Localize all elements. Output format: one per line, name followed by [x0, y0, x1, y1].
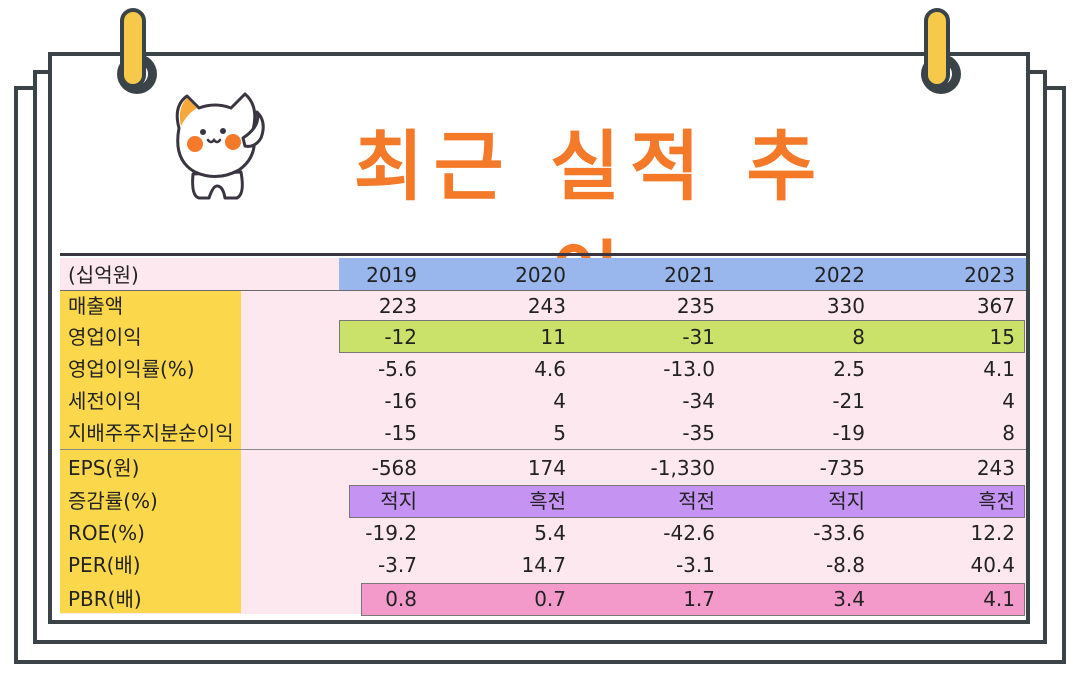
- table-cell: 4.1: [983, 357, 1015, 381]
- table-cell: 적전: [678, 489, 715, 513]
- table-cell: 367: [976, 294, 1015, 318]
- table-cell: 14.7: [521, 553, 566, 577]
- table-cell: -19: [832, 421, 865, 445]
- table-cell: 흑전: [978, 489, 1015, 513]
- table-cell: -735: [819, 456, 865, 480]
- table-cell: 흑전: [529, 489, 566, 513]
- table-cell: -13.0: [663, 357, 715, 381]
- table-cell: 2.5: [833, 357, 865, 381]
- table-cell: -34: [682, 389, 715, 413]
- table-cell: -3.7: [377, 553, 417, 577]
- section-divider: [60, 449, 1026, 450]
- table-cell: -19.2: [365, 521, 417, 545]
- row-label-operating-margin: 영업이익률(%): [68, 357, 195, 381]
- table-cell: 174: [527, 456, 566, 480]
- table-cell: -15: [384, 421, 417, 445]
- table-cell: 4.6: [534, 357, 566, 381]
- year-header: 2022: [814, 263, 865, 287]
- unit-label: (십억원): [68, 263, 139, 287]
- table-cell: 11: [540, 325, 566, 349]
- row-label-roe: ROE(%): [68, 521, 145, 545]
- row-label-growth-rate: 증감률(%): [68, 489, 158, 513]
- year-header: 2019: [366, 263, 417, 287]
- table-cell: -1,330: [650, 456, 715, 480]
- table-cell: -42.6: [663, 521, 715, 545]
- cat-mascot-icon: [175, 92, 265, 200]
- table-cell: -5.6: [377, 357, 417, 381]
- table-cell: 3.4: [833, 587, 865, 611]
- operating-profit-row-highlight: [339, 320, 1025, 353]
- table-cell: 243: [527, 294, 566, 318]
- table-cell: 15: [989, 325, 1015, 349]
- table-cell: 1.7: [683, 587, 715, 611]
- table-top-rule: [60, 253, 1026, 256]
- table-cell: -35: [682, 421, 715, 445]
- table-cell: 4.1: [983, 587, 1015, 611]
- table-cell: 235: [676, 294, 715, 318]
- table-cell: -3.1: [675, 553, 715, 577]
- row-label-per: PER(배): [68, 553, 141, 577]
- growth-rate-row-highlight: [349, 485, 1025, 518]
- table-cell: 4: [553, 389, 566, 413]
- row-label-net-income: 지배주주지분순이익: [68, 421, 234, 445]
- row-label-operating-profit: 영업이익: [68, 325, 142, 349]
- table-cell: 적지: [380, 489, 417, 513]
- binder-ring-left-icon: [117, 0, 158, 100]
- table-cell: 5: [553, 421, 566, 445]
- table-cell: -31: [682, 325, 715, 349]
- label-column-highlight: [60, 290, 241, 613]
- table-cell: 0.7: [534, 587, 566, 611]
- table-cell: 0.8: [385, 587, 417, 611]
- table-cell: -8.8: [825, 553, 865, 577]
- table-cell: 8: [852, 325, 865, 349]
- row-label-revenue: 매출액: [68, 294, 124, 318]
- table-cell: -16: [384, 389, 417, 413]
- table-cell: 5.4: [534, 521, 566, 545]
- row-label-eps: EPS(원): [68, 456, 140, 480]
- table-cell: -568: [371, 456, 417, 480]
- table-cell: -21: [832, 389, 865, 413]
- header-divider: [60, 290, 1026, 291]
- performance-table: (십억원) 2019 2020 2021 2022 2023 매출액 223 2…: [60, 253, 1026, 616]
- year-header: 2023: [964, 263, 1015, 287]
- table-cell: 적지: [828, 489, 865, 513]
- binder-ring-right-icon: [921, 0, 962, 100]
- table-cell: 4: [1002, 389, 1015, 413]
- pbr-row-highlight: [361, 583, 1025, 616]
- table-cell: 330: [826, 294, 865, 318]
- table-cell: 223: [378, 294, 417, 318]
- year-header-band: [339, 258, 1026, 290]
- table-cell: 12.2: [970, 521, 1015, 545]
- year-header: 2020: [515, 263, 566, 287]
- table-cell: 243: [976, 456, 1015, 480]
- table-cell: 8: [1002, 421, 1015, 445]
- table-cell: -12: [384, 325, 417, 349]
- row-label-pretax-income: 세전이익: [68, 389, 142, 413]
- table-cell: 40.4: [970, 553, 1015, 577]
- row-label-pbr: PBR(배): [68, 587, 142, 611]
- year-header: 2021: [664, 263, 715, 287]
- table-cell: -33.6: [813, 521, 865, 545]
